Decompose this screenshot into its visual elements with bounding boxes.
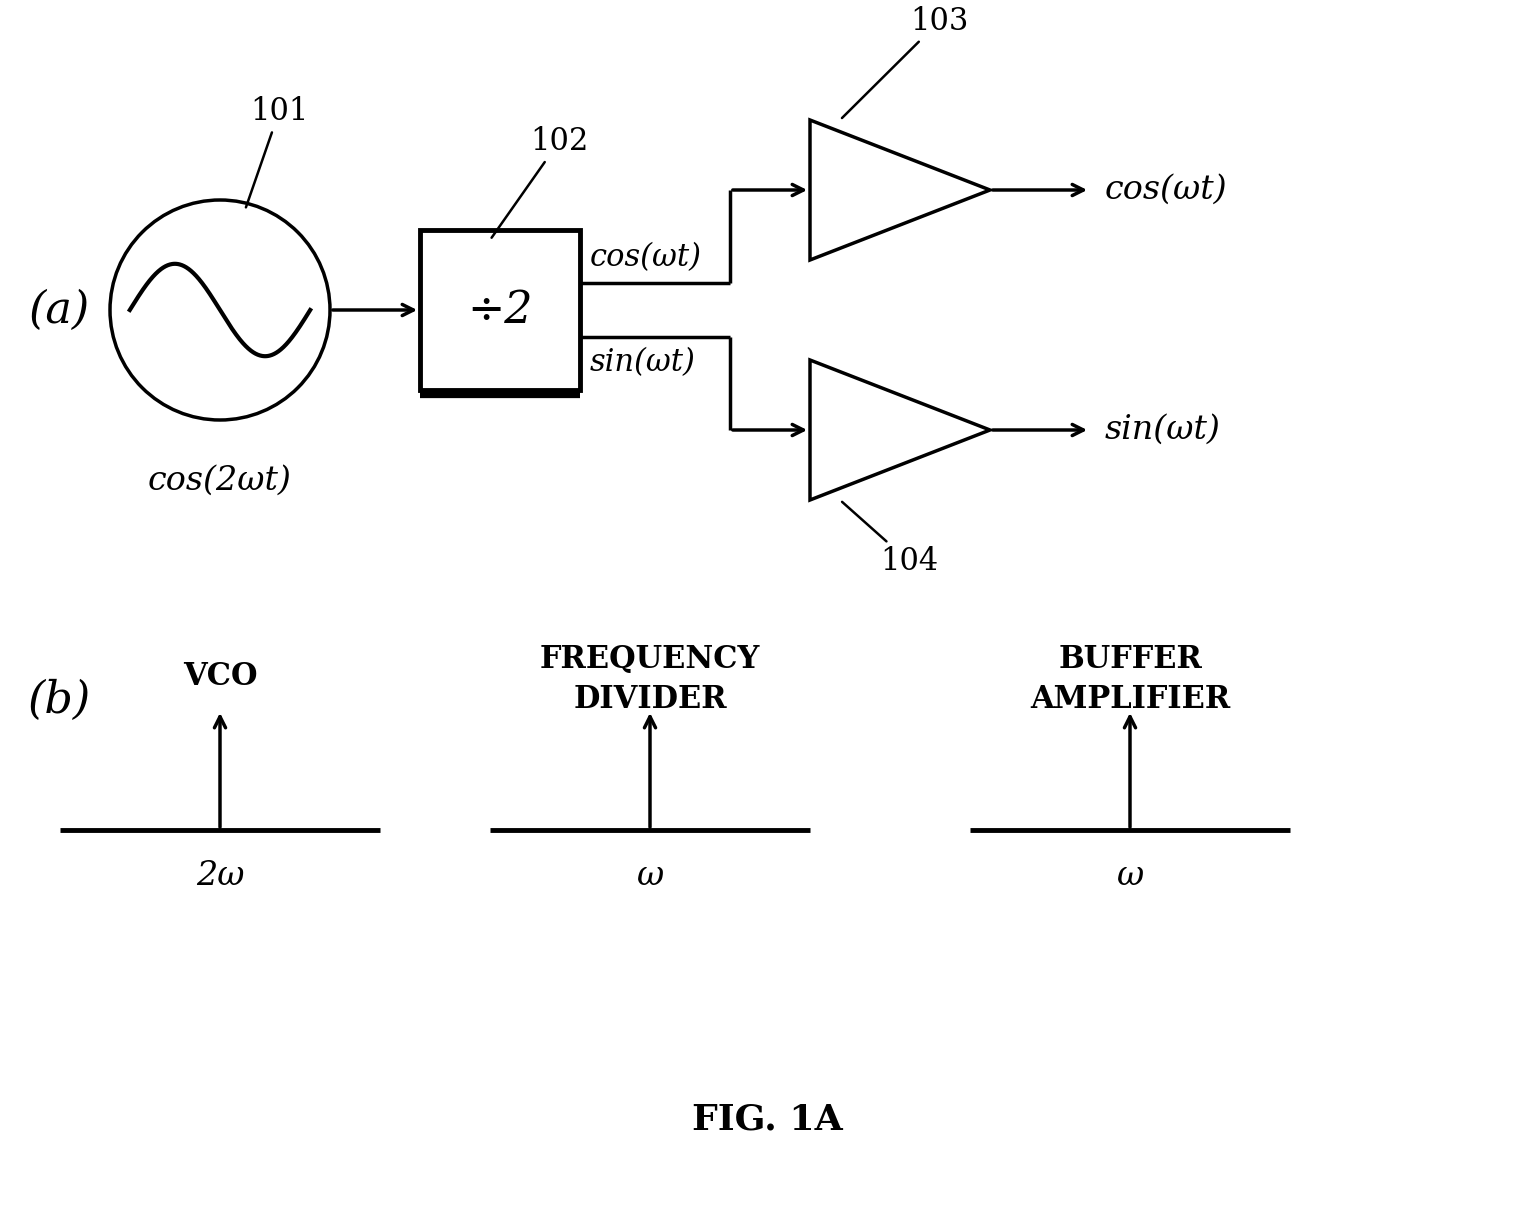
Text: BUFFER: BUFFER (1058, 643, 1202, 675)
Text: VCO: VCO (183, 660, 258, 692)
Text: cos(2ωt): cos(2ωt) (147, 465, 292, 497)
Text: FIG. 1A: FIG. 1A (692, 1104, 843, 1138)
Text: ω: ω (1116, 860, 1144, 892)
Text: 101: 101 (246, 96, 309, 208)
Text: DIVIDER: DIVIDER (573, 683, 726, 715)
Text: sin(ωt): sin(ωt) (589, 347, 695, 379)
Text: cos(ωt): cos(ωt) (1105, 174, 1228, 206)
Text: 103: 103 (843, 6, 969, 118)
Text: (b): (b) (28, 679, 92, 721)
Text: sin(ωt): sin(ωt) (1105, 414, 1220, 446)
Text: 104: 104 (843, 501, 938, 577)
Text: FREQUENCY: FREQUENCY (540, 643, 760, 675)
Bar (421, 229, 580, 390)
Text: ω: ω (637, 860, 663, 892)
Text: ÷2: ÷2 (467, 289, 533, 331)
Text: 102: 102 (491, 126, 588, 238)
Text: cos(ωt): cos(ωt) (589, 242, 701, 273)
Text: (a): (a) (29, 289, 91, 331)
Text: AMPLIFIER: AMPLIFIER (1030, 683, 1230, 715)
Text: 2ω: 2ω (196, 860, 244, 892)
